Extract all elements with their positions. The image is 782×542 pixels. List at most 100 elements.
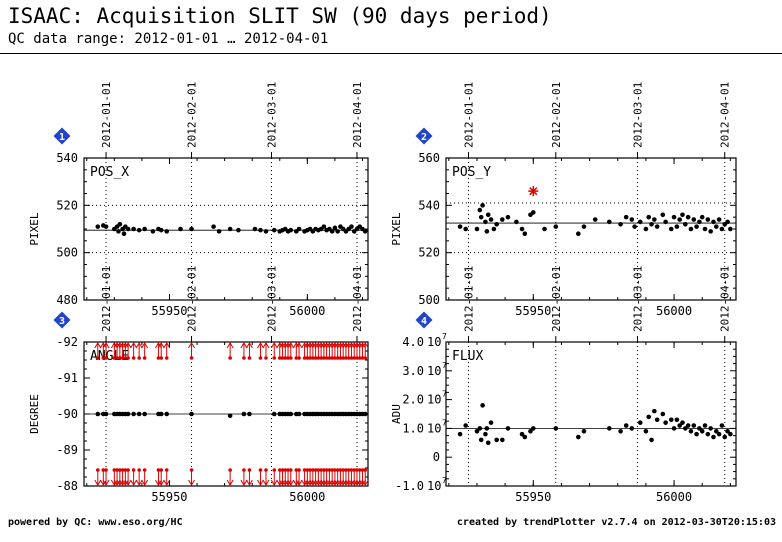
offscale-arrowhead-up	[342, 342, 350, 349]
offscale-arrow-dot	[341, 468, 345, 472]
offscale-arrow-dot	[297, 468, 301, 472]
offscale-arrow-dot	[294, 468, 299, 472]
offscale-arrow-dot	[242, 468, 246, 472]
data-point	[227, 226, 233, 232]
data-point	[592, 217, 598, 222]
offscale-arrowhead-up	[116, 342, 124, 349]
offscale-arrowhead-up	[331, 342, 339, 349]
offscale-arrowhead-down	[287, 479, 295, 486]
offscale-arrow-dot	[280, 468, 285, 472]
offscale-arrowhead-up	[270, 342, 278, 349]
offscale-arrowhead-down	[328, 479, 336, 486]
offscale-arrowhead-down	[303, 479, 311, 486]
offscale-arrowhead-down	[155, 479, 162, 486]
data-point	[654, 417, 660, 423]
offscale-arrow-dot	[159, 356, 164, 360]
y-tick-label-exponent: 7	[442, 418, 447, 427]
offscale-arrow-dot	[115, 468, 119, 472]
offscale-arrowhead-down	[284, 479, 292, 486]
data-point	[694, 431, 699, 437]
offscale-arrow-dot	[104, 468, 108, 472]
data-point	[649, 221, 654, 227]
offscale-arrowhead-up	[276, 342, 284, 349]
data-point	[519, 431, 525, 437]
data-point	[576, 231, 581, 237]
data-point	[271, 227, 277, 233]
offscale-arrowhead-down	[301, 479, 309, 486]
offscale-arrow-dot	[322, 468, 326, 472]
y-tick-label: 0	[433, 450, 440, 464]
offscale-arrow-dot	[316, 468, 321, 472]
data-point	[136, 411, 142, 417]
offscale-arrowhead-up	[281, 342, 289, 349]
y-tick-label-base: 10	[427, 479, 441, 493]
offscale-arrowhead-down	[276, 479, 284, 486]
data-point	[484, 229, 490, 234]
offscale-arrow-dot	[349, 468, 354, 472]
data-point	[705, 217, 711, 222]
offscale-arrowhead-up	[157, 342, 165, 349]
offscale-arrowhead-down	[130, 479, 138, 486]
offscale-arrow-dot	[341, 356, 345, 360]
offscale-arrow-dot	[335, 468, 340, 472]
data-point	[519, 226, 525, 232]
offscale-arrowhead-up	[246, 342, 253, 349]
data-point	[528, 428, 533, 434]
offscale-arrow-dot	[120, 356, 125, 360]
offscale-arrowhead-up	[328, 342, 336, 349]
offscale-arrowhead-up	[314, 342, 322, 349]
date-tick-label: 2012-02-01	[550, 266, 563, 332]
y-tick-label-base: 10	[427, 421, 441, 435]
offscale-arrow-dot	[126, 356, 130, 360]
offscale-arrowhead-up	[345, 342, 353, 349]
y-tick-label-exponent: 7	[442, 476, 447, 485]
data-point	[702, 226, 708, 232]
data-point	[716, 431, 722, 437]
data-point	[691, 217, 697, 222]
data-point	[688, 428, 694, 434]
offscale-arrowhead-up	[141, 342, 149, 349]
data-point	[618, 221, 623, 227]
data-point	[725, 219, 730, 225]
offscale-arrowhead-down	[188, 479, 195, 486]
offscale-arrow-dot	[302, 468, 307, 472]
data-point	[637, 420, 643, 425]
offscale-arrowhead-up	[262, 342, 270, 349]
offscale-arrowhead-down	[334, 479, 342, 486]
data-point	[643, 428, 649, 434]
date-tick-label: 2012-01-01	[100, 82, 113, 148]
offscale-arrow-dot	[101, 356, 106, 360]
offscale-arrowhead-down	[350, 479, 358, 486]
data-point	[164, 229, 170, 234]
date-tick-label: 2012-03-01	[631, 82, 644, 148]
offscale-arrow-dot	[322, 356, 326, 360]
y-tick-label-exponent: 7	[442, 332, 447, 341]
offscale-arrowhead-up	[295, 342, 303, 349]
outlier-marker	[528, 186, 539, 197]
offscale-arrowhead-down	[306, 479, 314, 486]
data-point	[607, 426, 612, 431]
offscale-arrowhead-down	[295, 479, 303, 486]
data-point	[263, 229, 269, 234]
data-point	[702, 423, 708, 428]
data-point	[694, 224, 699, 229]
y-tick-label: -1.0	[395, 479, 424, 493]
offscale-arrow-dot	[120, 468, 125, 472]
y-tick-label: 520	[418, 246, 440, 260]
data-point	[288, 411, 294, 417]
offscale-arrowhead-down	[317, 479, 325, 486]
offscale-arrowhead-down	[342, 479, 350, 486]
date-tick-label: 2012-03-01	[265, 266, 278, 332]
offscale-arrow-dot	[324, 468, 329, 472]
data-point	[483, 431, 488, 437]
offscale-arrowhead-up	[356, 342, 364, 349]
offscale-arrow-dot	[357, 356, 362, 360]
offscale-arrow-dot	[101, 468, 106, 472]
offscale-arrow-dot	[297, 356, 301, 360]
offscale-arrowhead-down	[102, 479, 110, 486]
offscale-arrow-dot	[247, 356, 252, 360]
data-point	[660, 212, 666, 218]
offscale-arrowhead-up	[135, 342, 143, 349]
footer-created-by: created by trendPlotter v2.7.4 on 2012-0…	[456, 517, 776, 528]
data-point	[685, 423, 691, 428]
